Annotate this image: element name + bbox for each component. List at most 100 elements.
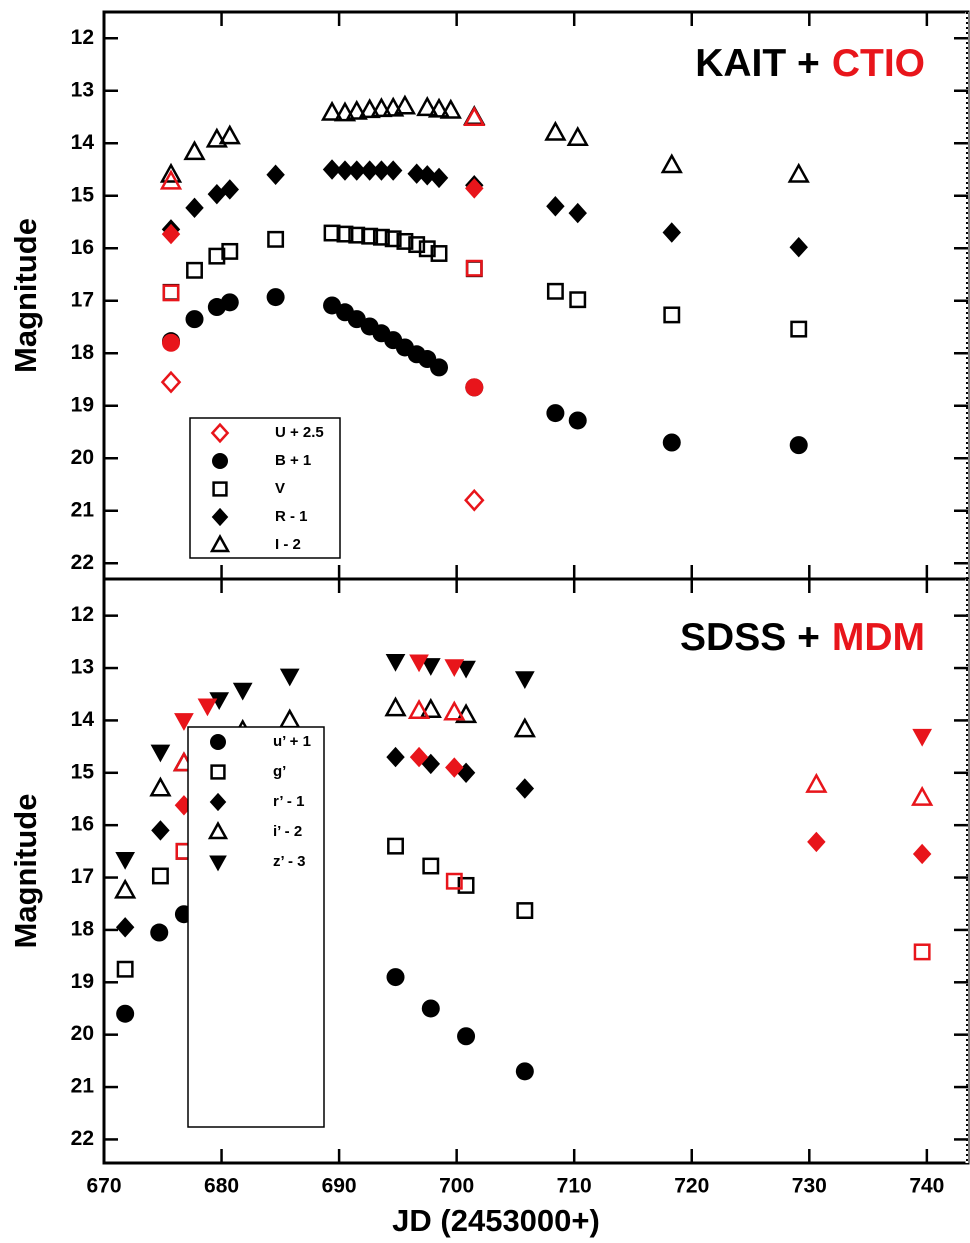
legend-marker <box>209 855 227 872</box>
point <box>407 698 431 719</box>
point <box>174 713 194 731</box>
point <box>266 288 285 307</box>
point <box>149 776 172 797</box>
x-tick-label: 740 <box>909 1175 944 1198</box>
point <box>150 744 171 763</box>
point <box>333 101 357 122</box>
y-tick-label: 18 <box>71 341 95 364</box>
point <box>161 223 181 245</box>
point <box>323 224 341 242</box>
y-tick-label: 20 <box>71 1022 94 1045</box>
x-tick-label: 710 <box>557 1175 592 1198</box>
point <box>430 358 449 377</box>
point <box>457 876 475 894</box>
y-tick-label: 16 <box>71 236 94 259</box>
point <box>912 843 932 865</box>
point <box>348 226 366 244</box>
y-tick-label: 22 <box>71 551 94 574</box>
y-tick-label: 22 <box>71 1127 94 1150</box>
point <box>911 785 934 806</box>
x-tick-label: 720 <box>674 1175 709 1198</box>
point <box>445 757 464 778</box>
point <box>422 857 440 875</box>
x-tick-label: 690 <box>322 1175 357 1198</box>
point <box>358 98 381 119</box>
point <box>218 124 241 145</box>
legend-marker <box>212 481 228 497</box>
title-part: MDM <box>832 616 925 659</box>
point <box>427 97 451 118</box>
point <box>544 120 567 141</box>
legend-label: I - 2 <box>275 536 301 553</box>
point <box>789 237 808 258</box>
legend-label: g’ <box>273 763 286 780</box>
point <box>322 159 342 180</box>
point <box>232 682 253 701</box>
y-tick-label: 20 <box>71 446 94 469</box>
point <box>185 310 204 329</box>
point <box>396 232 414 250</box>
title-part: CTIO <box>832 42 925 85</box>
point <box>116 1004 135 1023</box>
x-tick-label: 670 <box>86 1175 121 1198</box>
point <box>162 284 180 302</box>
y-tick-label: 15 <box>71 183 95 206</box>
point <box>278 708 301 729</box>
y-axis-label: Magnitude <box>8 218 43 373</box>
point <box>159 169 183 190</box>
y-tick-label: 12 <box>71 26 94 49</box>
point <box>114 878 137 899</box>
x-axis-label: JD (2453000+) <box>392 1203 600 1238</box>
legend-marker <box>210 764 226 780</box>
legend-label: r’ - 1 <box>273 793 304 810</box>
point <box>347 160 366 181</box>
point <box>465 378 484 397</box>
point <box>464 488 485 512</box>
point <box>382 96 405 117</box>
point <box>663 306 681 324</box>
point <box>660 153 683 174</box>
point <box>183 140 206 161</box>
point <box>457 1027 476 1046</box>
y-axis-label: Magnitude <box>8 794 43 949</box>
point <box>546 282 564 300</box>
point <box>546 196 565 217</box>
point <box>805 772 828 793</box>
point <box>386 746 405 768</box>
point <box>185 197 204 219</box>
point <box>361 227 379 245</box>
y-tick-label: 19 <box>71 970 94 993</box>
point <box>408 236 426 254</box>
x-tick-label: 730 <box>792 1175 827 1198</box>
point <box>116 960 134 978</box>
y-tick-label: 13 <box>71 656 94 679</box>
point <box>546 404 565 423</box>
point <box>444 659 465 677</box>
point <box>386 968 405 987</box>
point <box>516 902 534 919</box>
y-tick-label: 18 <box>71 917 95 940</box>
point <box>320 100 344 121</box>
point <box>465 259 483 277</box>
point <box>220 293 239 312</box>
point <box>160 370 182 394</box>
point <box>162 283 180 301</box>
y-tick-label: 13 <box>71 78 94 101</box>
y-tick-label: 21 <box>71 1075 95 1098</box>
legend-label: R - 1 <box>275 508 308 525</box>
point <box>789 436 808 455</box>
point <box>345 99 368 120</box>
point <box>416 96 439 117</box>
point <box>456 660 476 679</box>
point <box>197 698 218 717</box>
point <box>221 242 239 260</box>
point <box>787 162 810 183</box>
point <box>186 261 203 279</box>
x-tick-label: 680 <box>204 1175 239 1198</box>
point <box>409 654 429 673</box>
point <box>569 291 587 309</box>
point <box>419 697 442 718</box>
point <box>370 97 393 118</box>
point <box>790 320 808 338</box>
